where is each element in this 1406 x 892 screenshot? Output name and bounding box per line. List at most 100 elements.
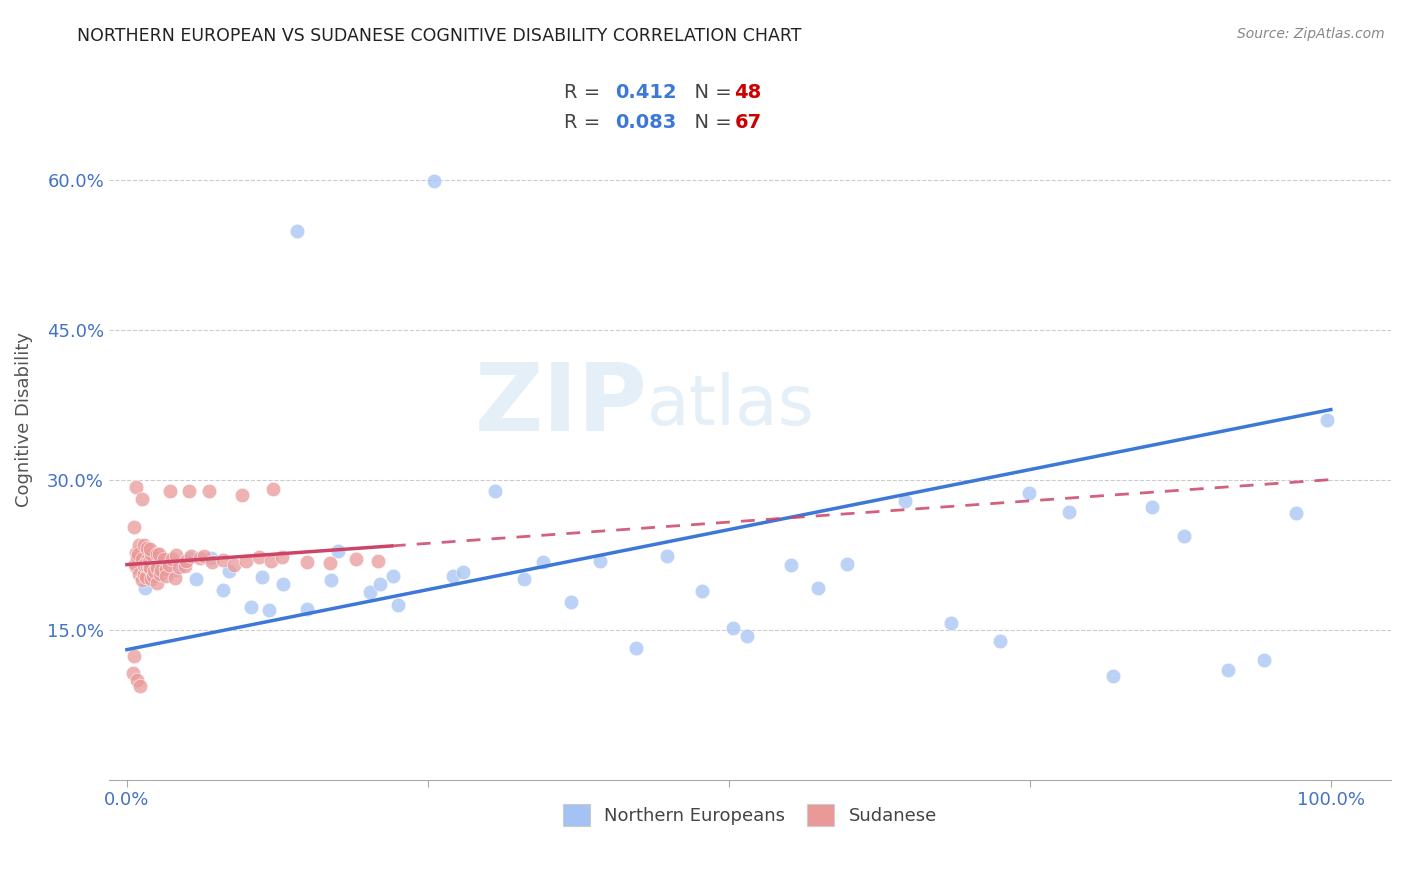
Point — [690, 583, 713, 598]
Point — [988, 634, 1011, 648]
Point — [1173, 529, 1195, 543]
Point — [441, 568, 464, 582]
Point — [136, 553, 159, 567]
Point — [180, 549, 202, 563]
Text: NORTHERN EUROPEAN VS SUDANESE COGNITIVE DISABILITY CORRELATION CHART: NORTHERN EUROPEAN VS SUDANESE COGNITIVE … — [77, 27, 801, 45]
Point — [146, 576, 169, 591]
Point — [134, 558, 156, 572]
Point — [200, 551, 222, 566]
Point — [129, 679, 152, 693]
Point — [531, 556, 554, 570]
Point — [235, 554, 257, 568]
Point — [589, 554, 612, 568]
Point — [1142, 500, 1164, 514]
Point — [124, 557, 146, 571]
Point — [657, 549, 679, 563]
Text: R =: R = — [564, 82, 606, 102]
Point — [179, 483, 201, 498]
Point — [193, 549, 215, 563]
Point — [134, 538, 156, 552]
Text: 67: 67 — [734, 113, 762, 132]
Point — [138, 559, 160, 574]
Point — [165, 571, 187, 585]
Point — [125, 546, 148, 560]
Text: N =: N = — [682, 113, 738, 132]
Point — [174, 554, 197, 568]
Point — [153, 552, 176, 566]
Point — [149, 566, 172, 581]
Point — [1218, 663, 1240, 677]
Point — [735, 629, 758, 643]
Point — [319, 573, 342, 587]
Point — [367, 553, 389, 567]
Point — [150, 563, 173, 577]
Point — [188, 551, 211, 566]
Point — [222, 558, 245, 573]
Text: atlas: atlas — [647, 372, 815, 439]
Point — [135, 559, 157, 574]
Point — [513, 572, 536, 586]
Point — [250, 570, 273, 584]
Point — [165, 548, 187, 562]
Text: R =: R = — [564, 113, 606, 132]
Point — [122, 520, 145, 534]
Point — [198, 483, 221, 498]
Point — [141, 572, 163, 586]
Point — [135, 570, 157, 584]
Point — [721, 622, 744, 636]
Point — [319, 556, 342, 570]
Point — [247, 549, 270, 564]
Text: Source: ZipAtlas.com: Source: ZipAtlas.com — [1237, 27, 1385, 41]
Point — [939, 615, 962, 630]
Point — [484, 483, 506, 498]
Point — [125, 673, 148, 687]
Point — [212, 583, 235, 598]
Point — [218, 564, 240, 578]
Point — [231, 488, 253, 502]
Point — [560, 595, 582, 609]
Point — [155, 562, 177, 576]
Point — [139, 541, 162, 556]
Point — [1316, 413, 1339, 427]
Point — [122, 649, 145, 664]
Point — [1253, 653, 1275, 667]
Point — [167, 559, 190, 574]
Point — [894, 493, 917, 508]
Point — [136, 541, 159, 555]
Point — [186, 572, 208, 586]
Point — [127, 547, 149, 561]
Point — [139, 547, 162, 561]
Point — [262, 483, 284, 497]
Point — [131, 573, 153, 587]
Point — [780, 558, 803, 573]
Point — [134, 581, 156, 595]
Point — [173, 559, 195, 574]
Point — [626, 640, 648, 655]
Point — [211, 553, 233, 567]
Point — [260, 554, 283, 568]
Point — [451, 565, 474, 579]
Point — [146, 561, 169, 575]
Point — [423, 174, 446, 188]
Point — [177, 551, 200, 566]
Point — [835, 558, 858, 572]
Point — [1285, 506, 1308, 520]
Point — [240, 599, 263, 614]
Point — [145, 547, 167, 561]
Point — [381, 568, 404, 582]
Y-axis label: Cognitive Disability: Cognitive Disability — [15, 332, 32, 508]
Point — [165, 563, 187, 577]
Point — [271, 576, 294, 591]
Point — [155, 569, 177, 583]
Point — [124, 560, 146, 574]
Point — [142, 569, 165, 583]
Point — [138, 555, 160, 569]
Text: 0.412: 0.412 — [616, 82, 676, 102]
Legend: Northern Europeans, Sudanese: Northern Europeans, Sudanese — [554, 796, 946, 836]
Point — [128, 566, 150, 581]
Point — [157, 558, 180, 572]
Point — [257, 603, 280, 617]
Point — [295, 602, 318, 616]
Point — [148, 547, 170, 561]
Point — [125, 480, 148, 494]
